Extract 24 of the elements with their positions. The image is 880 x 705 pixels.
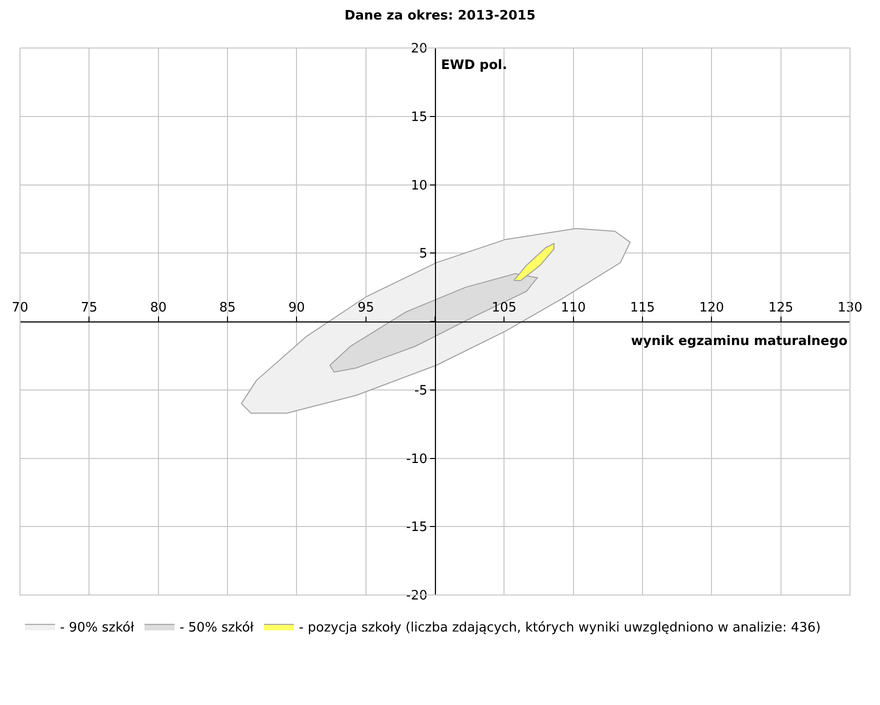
chart-title: Dane za okres: 2013-2015 bbox=[344, 8, 536, 24]
y-tick-label: 15 bbox=[410, 110, 428, 125]
x-tick-label: 125 bbox=[768, 300, 794, 316]
legend-label: - pozycja szkoły (liczba zdających, których wyniki uwzględniono w analizie: 436) bbox=[298, 620, 821, 636]
x-tick-label: 75 bbox=[80, 300, 98, 316]
y-tick-label: -5 bbox=[414, 383, 428, 398]
y-axis-title: EWD pol. bbox=[441, 58, 508, 73]
legend-label: - 90% szkół bbox=[60, 620, 134, 636]
y-tick-label: -10 bbox=[406, 452, 428, 467]
x-tick-label: 70 bbox=[12, 300, 28, 316]
x-axis-title: wynik egzaminu maturalnego bbox=[631, 334, 848, 349]
x-tick-label: 80 bbox=[150, 300, 167, 316]
y-tick-label: -15 bbox=[406, 520, 428, 536]
x-tick-label: 85 bbox=[219, 300, 236, 316]
x-tick-label: 120 bbox=[699, 300, 724, 316]
x-tick-label: 130 bbox=[838, 300, 862, 316]
x-tick-label: 95 bbox=[358, 300, 374, 316]
x-tick-label: 115 bbox=[630, 300, 655, 316]
y-tick-label: 10 bbox=[410, 178, 428, 194]
y-tick-label: 5 bbox=[419, 246, 428, 262]
x-tick-label: 105 bbox=[492, 300, 517, 316]
x-tick-label: 90 bbox=[288, 300, 305, 316]
legend-label: - 50% szkół bbox=[179, 620, 254, 636]
x-tick-label: 110 bbox=[560, 300, 586, 316]
